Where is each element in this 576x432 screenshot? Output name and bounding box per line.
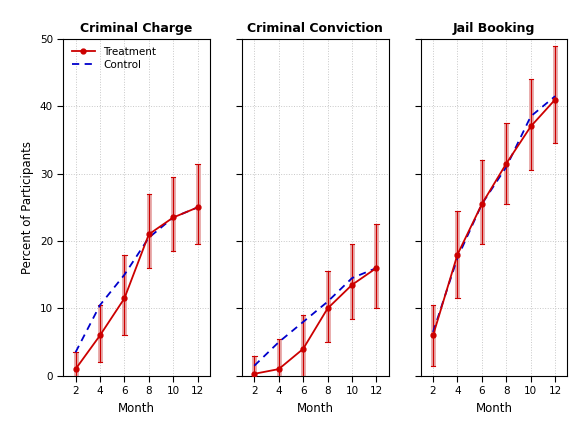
Control	[454, 255, 461, 260]
Control	[503, 164, 510, 169]
Control	[194, 205, 201, 210]
Line: Control: Control	[75, 207, 198, 352]
Treatment	[479, 201, 486, 206]
Treatment	[527, 124, 534, 129]
Control	[251, 363, 258, 368]
Control	[97, 302, 104, 308]
Control	[275, 340, 282, 345]
Control	[145, 235, 152, 240]
Treatment	[300, 346, 306, 352]
Treatment	[121, 296, 128, 301]
Line: Treatment: Treatment	[431, 97, 558, 338]
Treatment	[251, 371, 258, 376]
Treatment	[503, 161, 510, 166]
Treatment	[324, 306, 331, 311]
X-axis label: Month: Month	[476, 402, 513, 415]
Control	[72, 349, 79, 355]
Treatment	[552, 97, 559, 102]
Treatment	[275, 366, 282, 372]
Treatment	[454, 252, 461, 257]
Line: Control: Control	[255, 268, 376, 366]
Control	[527, 114, 534, 119]
Line: Treatment: Treatment	[252, 266, 379, 376]
Treatment	[430, 333, 437, 338]
Line: Treatment: Treatment	[73, 205, 200, 372]
Control	[170, 215, 177, 220]
Title: Criminal Conviction: Criminal Conviction	[248, 22, 383, 35]
Control	[552, 94, 559, 99]
Y-axis label: Percent of Participants: Percent of Participants	[21, 141, 34, 274]
X-axis label: Month: Month	[297, 402, 334, 415]
Control	[373, 265, 380, 270]
Treatment	[72, 366, 79, 372]
X-axis label: Month: Month	[118, 402, 155, 415]
Treatment	[348, 282, 355, 287]
Control	[430, 330, 437, 335]
Treatment	[145, 232, 152, 237]
Treatment	[194, 205, 201, 210]
Treatment	[373, 265, 380, 270]
Control	[348, 276, 355, 281]
Control	[300, 319, 306, 324]
Legend: Treatment, Control: Treatment, Control	[69, 44, 159, 73]
Treatment	[170, 215, 177, 220]
Control	[324, 299, 331, 304]
Control	[479, 201, 486, 206]
Control	[121, 272, 128, 277]
Line: Control: Control	[433, 96, 555, 332]
Title: Jail Booking: Jail Booking	[453, 22, 535, 35]
Treatment	[97, 333, 104, 338]
Title: Criminal Charge: Criminal Charge	[81, 22, 193, 35]
